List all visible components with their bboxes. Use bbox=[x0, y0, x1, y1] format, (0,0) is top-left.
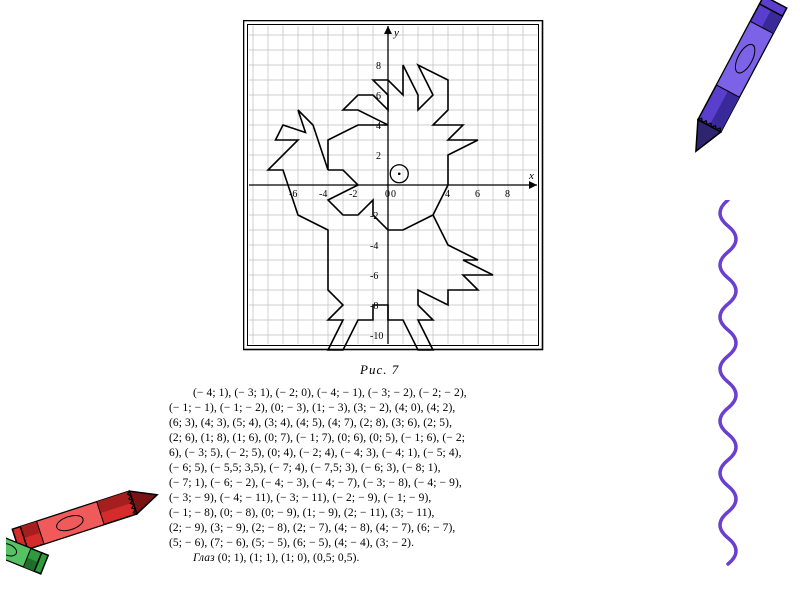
svg-text:-10: -10 bbox=[370, 331, 383, 342]
coordinate-listing: (− 4; 1), (− 3; 1), (− 2; 0), (− 4; − 1)… bbox=[169, 386, 609, 566]
coord-line: (− 6; 5), (− 5,5; 3,5), (− 7; 4), (− 7,5… bbox=[169, 461, 609, 476]
coord-line: (2; 6), (1; 8), (1; 6), (0; 7), (− 1; 7)… bbox=[169, 431, 609, 446]
svg-text:8: 8 bbox=[505, 189, 510, 200]
svg-text:-4: -4 bbox=[319, 189, 327, 200]
coord-line: (− 1; − 8), (0; − 8), (0; − 9), (1; − 9)… bbox=[169, 506, 609, 521]
eye-coords-line: Глаз (0; 1), (1; 1), (1; 0), (0,5; 0,5). bbox=[169, 551, 609, 566]
coord-line: (− 1; − 1), (− 1; − 2), (0; − 3), (1; − … bbox=[169, 401, 609, 416]
svg-text:-6: -6 bbox=[370, 271, 378, 282]
coord-line: (− 4; 1), (− 3; 1), (− 2; 0), (− 4; − 1)… bbox=[169, 386, 609, 401]
svg-text:6: 6 bbox=[475, 189, 480, 200]
svg-text:0: 0 bbox=[391, 189, 396, 200]
coord-line: (− 3; − 9), (− 4; − 11), (− 3; − 11), (−… bbox=[169, 491, 609, 506]
svg-text:0: 0 bbox=[385, 189, 390, 200]
svg-text:2: 2 bbox=[376, 151, 381, 162]
coord-line: (2; − 9), (3; − 9), (2; − 8), (2; − 7), … bbox=[169, 521, 609, 536]
coord-line: (5; − 6), (7; − 6), (5; − 5), (6; − 5), … bbox=[169, 536, 609, 551]
coord-line: (6; 3), (4; 3), (5; 4), (3; 4), (4; 5), … bbox=[169, 416, 609, 431]
svg-text:4: 4 bbox=[376, 121, 381, 132]
squiggle-line-icon bbox=[688, 200, 758, 600]
coord-line: (− 7; 1), (− 6; − 2), (− 4; − 3), (− 4; … bbox=[169, 476, 609, 491]
coord-line: 6), (− 3; 5), (− 2; 5), (0; 4), (− 2; 4)… bbox=[169, 446, 609, 461]
crayons-red-green-icon bbox=[6, 452, 176, 596]
svg-text:-2: -2 bbox=[349, 189, 357, 200]
figure-caption: Рис. 7 bbox=[360, 362, 399, 378]
svg-text:x: x bbox=[528, 170, 534, 182]
crayon-purple-icon bbox=[666, 0, 796, 194]
svg-text:8: 8 bbox=[376, 61, 381, 72]
svg-text:-4: -4 bbox=[370, 241, 378, 252]
svg-text:-8: -8 bbox=[370, 301, 378, 312]
figure-grid: -6-4-20468-10-8-6-4-22468xy0 bbox=[243, 20, 547, 364]
svg-text:y: y bbox=[393, 27, 399, 39]
